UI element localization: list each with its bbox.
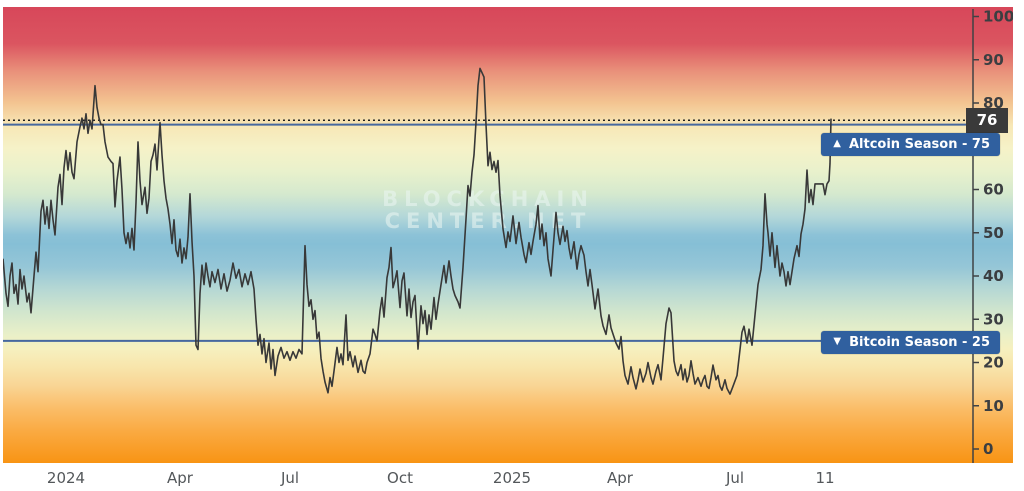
- threshold-lines: [3, 123, 973, 342]
- bitcoin-season-label: ▼ Bitcoin Season - 25: [821, 330, 1000, 354]
- y-tick-label: 60: [983, 181, 1004, 199]
- y-tick-label: 50: [983, 224, 1004, 242]
- index-line: [3, 67, 832, 395]
- x-axis-label: Oct: [387, 469, 413, 487]
- x-axis-label: Jul: [725, 469, 745, 487]
- y-tick-label: 10: [983, 397, 1004, 415]
- y-tick-label: 40: [983, 267, 1004, 285]
- y-tick-label: 20: [983, 354, 1004, 372]
- altcoin-season-text: Altcoin Season - 75: [848, 136, 990, 152]
- altcoin-season-label: ▲ Altcoin Season - 75: [821, 132, 1000, 156]
- x-axis-label: Jul: [280, 469, 300, 487]
- x-axis-label: Apr: [607, 469, 633, 487]
- y-tick-label: 30: [983, 310, 1004, 328]
- current-value-badge: 76: [966, 107, 1008, 133]
- x-axis-label: 11: [815, 469, 835, 487]
- bitcoin-season-text: Bitcoin Season - 25: [849, 334, 990, 350]
- down-triangle-icon: ▼: [833, 336, 842, 348]
- up-triangle-icon: ▲: [833, 138, 841, 150]
- y-tick-label: 90: [983, 51, 1004, 69]
- chart-plot-area: BLOCKCHAIN CENTER.NET 100 90 80 60 50 40 30 20 1…: [3, 7, 1013, 463]
- x-axis-labels: 2024 Apr Jul Oct 2025 Apr Jul 11: [0, 467, 1013, 491]
- y-tick-label: 100: [983, 8, 1013, 26]
- x-axis-label: Apr: [167, 469, 193, 487]
- y-tick-label: 0: [983, 440, 993, 458]
- x-axis-label: 2025: [492, 469, 532, 487]
- current-value: 76: [976, 111, 998, 130]
- x-axis-label: 2024: [46, 469, 86, 487]
- y-tick-label: 80: [983, 94, 1004, 112]
